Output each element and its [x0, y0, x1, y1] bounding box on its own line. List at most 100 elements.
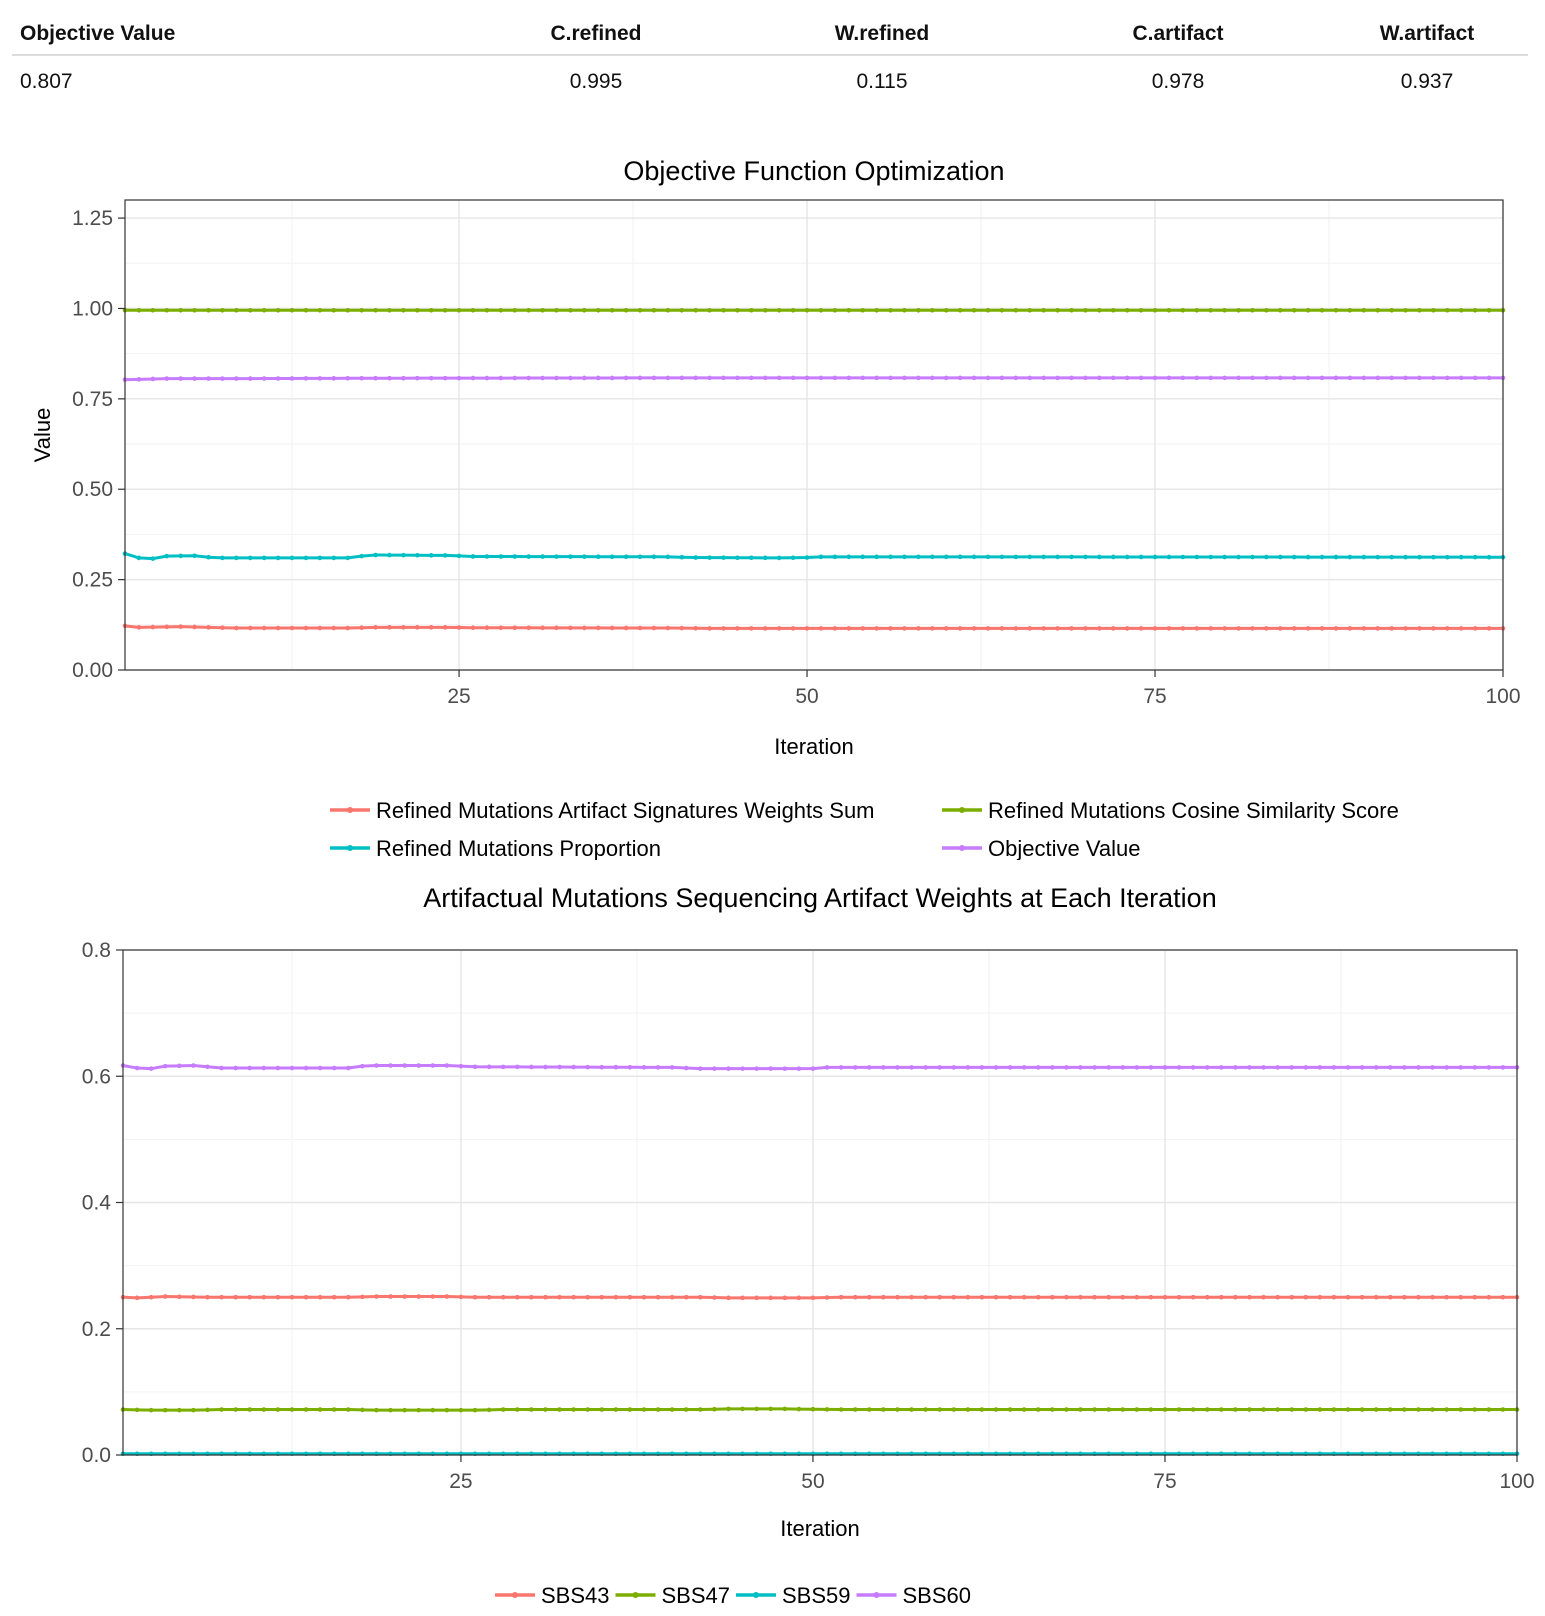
data-point [1233, 1294, 1238, 1300]
data-point [651, 625, 657, 631]
x-tick-label: 75 [1143, 685, 1166, 708]
data-point [999, 626, 1005, 631]
data-point [1138, 307, 1144, 313]
data-point [754, 1066, 759, 1071]
data-point [303, 1065, 309, 1071]
data-point [444, 1294, 450, 1299]
y-tick-label: 0.75 [72, 388, 113, 411]
data-point [721, 626, 726, 631]
data-point [1403, 375, 1408, 381]
data-point [1402, 1294, 1407, 1300]
data-point [1444, 1294, 1449, 1300]
data-point [1233, 1065, 1238, 1070]
data-point [303, 625, 309, 631]
data-point [1083, 375, 1088, 381]
data-point [401, 625, 406, 630]
data-point [637, 625, 643, 631]
legend-item-refined-mutations-artifact-signatures-weights-sum: Refined Mutations Artifact Signatures We… [330, 798, 875, 823]
data-point [1303, 1407, 1309, 1412]
data-point [1250, 307, 1255, 313]
data-point [1431, 375, 1436, 381]
data-point [1275, 1294, 1280, 1300]
data-point [585, 1064, 590, 1070]
data-point [1345, 1407, 1351, 1412]
data-point [1402, 1065, 1407, 1070]
data-point [1120, 1065, 1126, 1070]
data-point [359, 625, 364, 630]
data-point [234, 376, 239, 381]
data-point [707, 626, 712, 631]
data-point [1458, 554, 1464, 560]
data-point [1041, 375, 1046, 381]
data-point [951, 1294, 957, 1300]
data-point [289, 625, 295, 631]
data-point [470, 307, 476, 313]
data-point [1083, 626, 1088, 631]
data-point [192, 624, 197, 630]
data-point [943, 554, 949, 560]
data-point [1162, 1065, 1168, 1070]
data-point [1055, 307, 1060, 313]
data-point [866, 1294, 872, 1300]
data-point [1289, 1407, 1295, 1412]
data-point [1083, 307, 1088, 313]
data-point [571, 1294, 576, 1300]
y-axis: 0.0 0.2 0.4 0.6 0.8 [82, 939, 123, 1467]
data-point [1055, 375, 1060, 381]
data-point [1275, 1407, 1280, 1412]
data-point [1319, 375, 1325, 381]
data-point [1007, 1065, 1013, 1070]
data-point [1027, 554, 1033, 560]
data-point [192, 307, 197, 313]
data-point [191, 1294, 196, 1300]
data-point [679, 375, 685, 381]
data-point [1194, 626, 1200, 631]
data-point [205, 1407, 210, 1413]
data-point [1416, 1407, 1421, 1412]
data-point [206, 625, 211, 630]
data-point [416, 1294, 422, 1299]
data-point [818, 375, 824, 381]
legend-item-refined-mutations-proportion: Refined Mutations Proportion [330, 836, 661, 860]
data-point [220, 307, 225, 313]
data-point [360, 1407, 365, 1413]
data-point [979, 1065, 985, 1070]
data-point [641, 1294, 647, 1300]
legend-label: SBS59 [782, 1583, 851, 1608]
y-axis: 0.00 0.25 0.50 0.75 1.00 1.25 [72, 207, 125, 682]
data-point [740, 1406, 745, 1412]
data-point [782, 1066, 788, 1071]
data-point [874, 626, 879, 631]
data-point [1190, 1407, 1196, 1412]
data-point [317, 555, 323, 561]
data-point [1303, 1065, 1309, 1070]
data-point [735, 375, 740, 381]
data-point [824, 1065, 830, 1070]
data-point [275, 625, 281, 631]
data-point [1431, 626, 1436, 631]
data-point [148, 1407, 154, 1413]
data-point [1092, 1065, 1097, 1070]
data-point [178, 553, 183, 559]
data-point [1204, 1065, 1210, 1070]
data-point [1250, 375, 1255, 381]
data-point [1416, 1065, 1421, 1070]
data-point [500, 1294, 506, 1300]
data-point [1417, 375, 1422, 381]
data-point [275, 1065, 281, 1071]
data-point [1233, 1407, 1238, 1412]
data-point [888, 626, 893, 631]
data-point [1373, 1294, 1379, 1300]
data-point [683, 1065, 689, 1071]
data-point [1458, 1065, 1463, 1070]
data-point [162, 1407, 168, 1413]
data-point [623, 625, 629, 631]
data-point [331, 1065, 337, 1071]
data-point [178, 624, 183, 629]
data-point [1303, 1294, 1309, 1300]
data-point [1148, 1065, 1154, 1070]
data-point [331, 307, 337, 313]
data-point [1247, 1407, 1252, 1412]
data-point [543, 1294, 548, 1300]
data-point [818, 554, 824, 560]
